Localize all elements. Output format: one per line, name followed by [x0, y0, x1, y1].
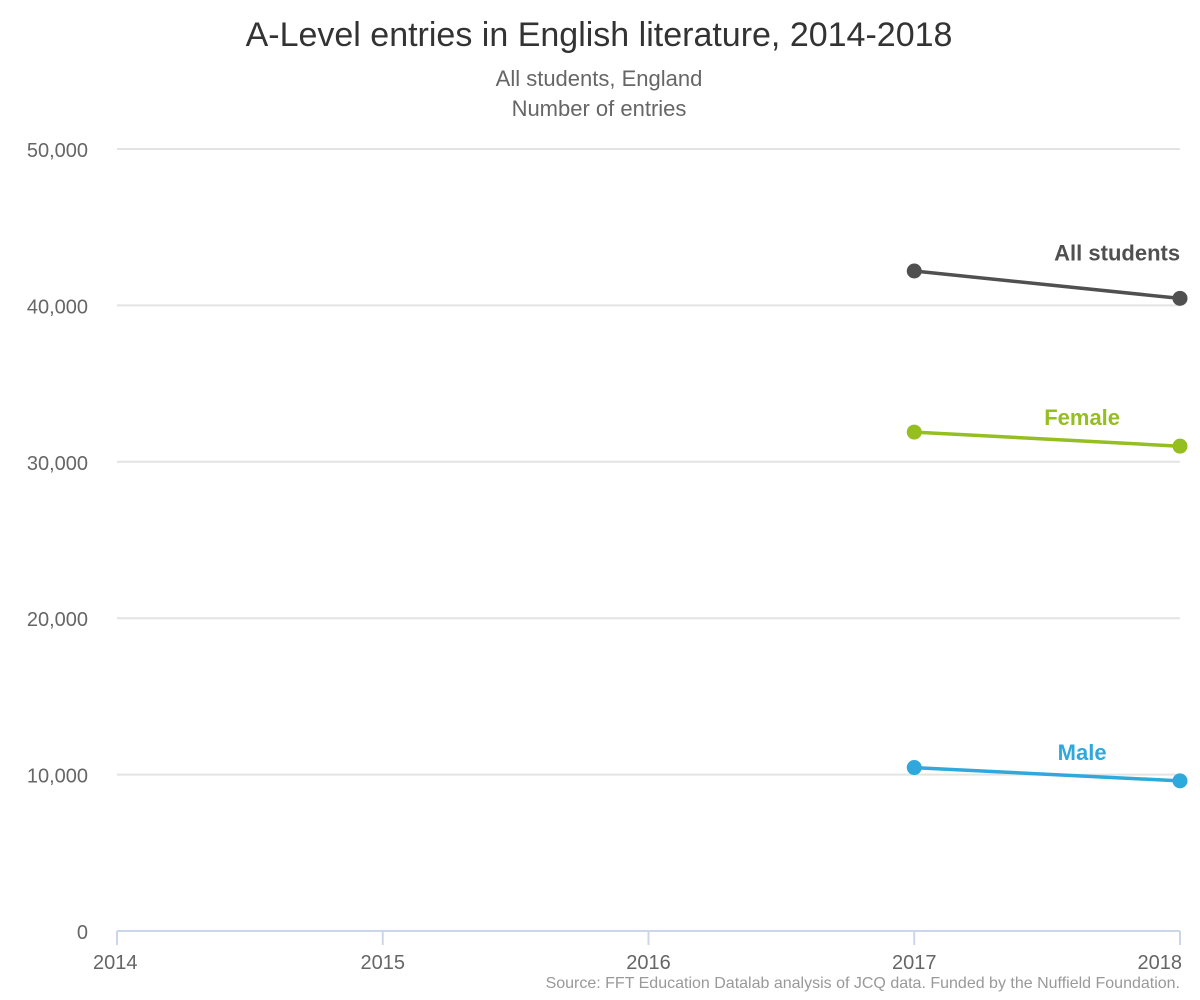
data-point — [906, 424, 922, 440]
series-label: All students — [1054, 241, 1180, 266]
x-tick-label: 2014 — [93, 952, 138, 974]
y-tick-label: 40,000 — [27, 296, 88, 318]
subtitle-line-population: All students, England — [495, 66, 703, 91]
series-label: Male — [1058, 740, 1107, 765]
x-tick-label: 2017 — [892, 952, 937, 974]
data-point — [1172, 290, 1188, 306]
y-tick-label: 50,000 — [27, 140, 88, 162]
data-point — [1172, 773, 1188, 789]
y-tick-label: 20,000 — [27, 609, 88, 631]
gridlines — [117, 148, 1180, 776]
x-tick-label: 2015 — [361, 952, 406, 974]
series-lines — [906, 263, 1188, 789]
y-tick-label: 10,000 — [27, 766, 88, 788]
data-point — [1172, 438, 1188, 454]
x-tick-label: 2016 — [626, 952, 671, 974]
series-line — [912, 269, 1182, 301]
series-line — [912, 430, 1182, 448]
subtitle-line-measure: Number of entries — [511, 96, 687, 121]
chart-title: A-Level entries in English literature, 2… — [245, 16, 953, 54]
data-point — [906, 263, 922, 279]
chart-subtitle: All students, England Number of entries — [0, 64, 1198, 124]
y-tick-label: 0 — [77, 922, 88, 944]
source-credit: Source: FFT Education Datalab analysis o… — [545, 975, 1180, 992]
series-line — [912, 765, 1182, 783]
y-tick-label: 30,000 — [27, 453, 88, 475]
series-labels: All students Female Male — [1044, 241, 1180, 766]
x-tick-label: 2018 — [1138, 952, 1183, 974]
axes: 0 10,000 20,000 30,000 40,000 50,000 2014 2015 2… — [27, 140, 1182, 974]
series-label: Female — [1044, 405, 1120, 430]
data-point — [906, 760, 922, 776]
